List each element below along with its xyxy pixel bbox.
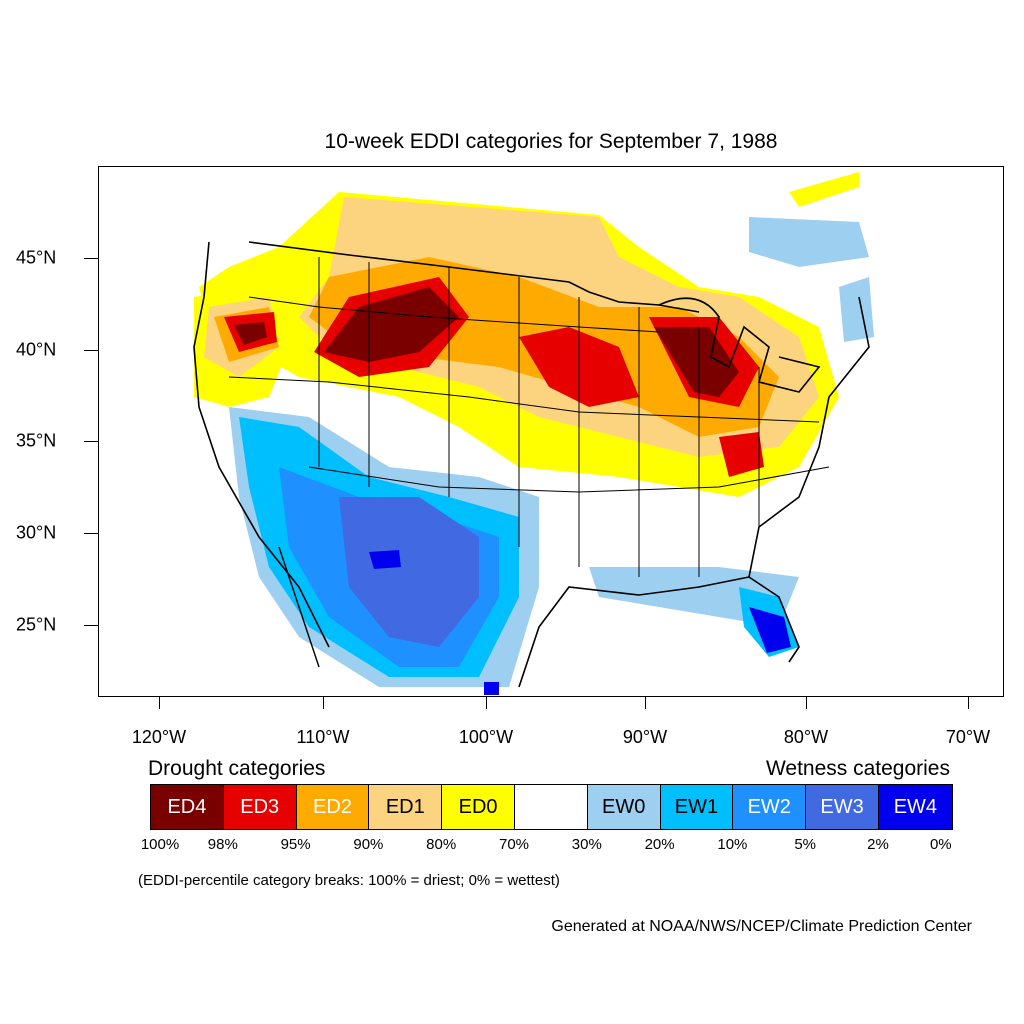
percentile-break-label: 98%: [207, 836, 238, 853]
ew0-region-canada: [749, 217, 869, 267]
percentile-break-label: 20%: [644, 836, 675, 853]
legend-box-ed2: ED2: [296, 785, 370, 829]
lon-label: 120°W: [131, 727, 187, 747]
lon-label: 80°W: [783, 727, 829, 747]
legend-box-ed3: ED3: [223, 785, 297, 829]
lon-tick-70: [968, 697, 969, 709]
legend-box-ew0: EW0: [587, 785, 661, 829]
legend-box-neutral: [514, 785, 588, 829]
percentile-break-label: 90%: [353, 836, 384, 853]
ew0-region-northeast: [839, 277, 874, 342]
legend-box-ed4: ED4: [151, 785, 224, 829]
percentile-break-label: 0%: [929, 836, 952, 853]
lon-tick-90: [645, 697, 646, 709]
legend-box-ew3: EW3: [806, 785, 879, 829]
lon-tick-110: [323, 697, 324, 709]
percentile-break-label: 70%: [498, 836, 530, 853]
ew4-region-mexico: [484, 682, 499, 695]
us-canada-border: [248, 241, 700, 313]
map-title: 10-week EDDI categories for September 7,…: [324, 130, 778, 153]
legend-box-ew1: EW1: [660, 785, 734, 829]
ed0-region-canada: [789, 172, 859, 207]
lon-tick-100: [486, 697, 487, 709]
percentile-break-label: 10%: [717, 836, 748, 853]
percentile-break-label: 100%: [140, 836, 180, 853]
lat-label: 25°N: [16, 614, 57, 635]
lon-tick-80: [806, 697, 807, 709]
legend-note: (EDDI-percentile category breaks: 100% =…: [138, 872, 560, 889]
lat-tick-30: [84, 533, 98, 534]
lon-label: 70°W: [945, 727, 991, 747]
percentile-break-label: 5%: [794, 836, 817, 853]
state-line-1: [248, 296, 660, 333]
ew3-region-southwest: [339, 497, 479, 647]
credit-line: Generated at NOAA/NWS/NCEP/Climate Predi…: [551, 918, 972, 935]
ew4-region-nm: [369, 550, 401, 569]
ed4-region-lakes: [654, 327, 739, 397]
great-lakes-outline: [658, 297, 821, 393]
lon-tick-120: [159, 697, 160, 709]
lat-tick-35: [84, 441, 98, 442]
legend-box-ed1: ED1: [369, 785, 443, 829]
ew4-region-florida: [749, 607, 791, 653]
lat-label: 45°N: [16, 247, 57, 268]
percentile-break-label: 80%: [426, 836, 457, 853]
category-shading: [194, 172, 874, 695]
lat-label: 35°N: [16, 430, 57, 451]
lat-label: 30°N: [16, 522, 57, 543]
percentile-break-label: 95%: [280, 836, 311, 853]
lat-tick-45: [84, 258, 98, 259]
percentile-break-label: 30%: [571, 836, 602, 853]
wetness-heading: Wetness categories: [765, 757, 950, 780]
lon-label: 90°W: [622, 727, 668, 747]
baja-coast: [278, 546, 320, 668]
lat-label: 40°N: [16, 339, 57, 360]
lon-label: 100°W: [458, 727, 514, 747]
lat-tick-40: [84, 350, 98, 351]
east-coast: [748, 296, 870, 663]
lon-label: 110°W: [296, 727, 350, 747]
eddi-map: [98, 166, 1004, 697]
ed3-region-south: [719, 432, 764, 477]
legend-box-ew4: EW4: [878, 785, 952, 829]
legend-box-ed0: ED0: [442, 785, 515, 829]
lat-tick-25: [84, 625, 98, 626]
ed4-region-west: [234, 322, 267, 345]
state-line-2: [228, 376, 820, 423]
percentile-break-label: 2%: [867, 836, 889, 853]
drought-heading: Drought categories: [148, 757, 326, 780]
gulf-coast: [518, 576, 750, 688]
boundaries: [193, 241, 870, 688]
category-legend: ED4 ED3 ED2 ED1 ED0 EW0 EW1 EW2 EW3 EW4: [150, 784, 953, 830]
ed4-region-plains: [324, 287, 459, 362]
legend-box-ew2: EW2: [733, 785, 807, 829]
map-canvas: [193, 172, 874, 695]
west-coast: [193, 241, 330, 648]
